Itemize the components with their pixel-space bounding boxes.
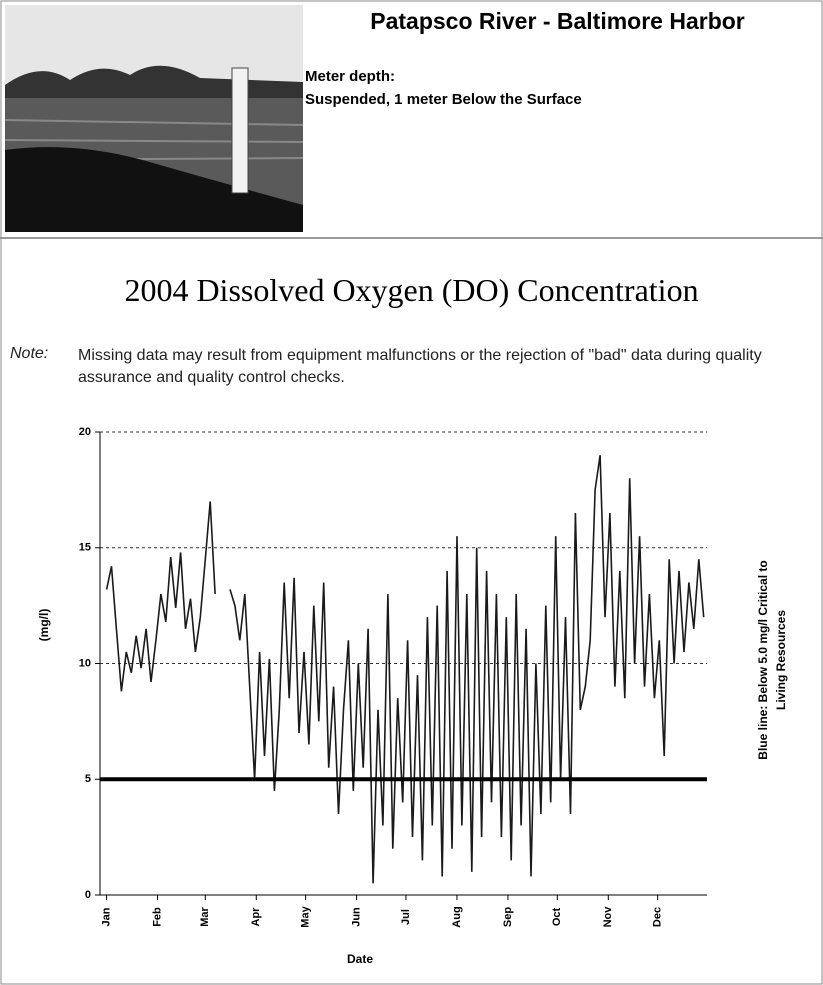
- x-tick-label: Mar: [199, 907, 211, 927]
- x-tick-label: Dec: [652, 907, 664, 927]
- x-tick-label: Jul: [400, 909, 412, 925]
- y-tick-label: 5: [85, 773, 91, 785]
- threshold-annotation: Blue line: Below 5.0 mg/l Critical to: [756, 560, 770, 759]
- y-axis-label: (mg/l): [37, 609, 51, 642]
- threshold-annotation: Living Resources: [774, 610, 788, 710]
- y-tick-label: 15: [79, 542, 91, 554]
- x-axis-label: Date: [347, 952, 373, 966]
- page: Patapsco River - Baltimore Harbor Meter …: [0, 0, 823, 985]
- x-tick-label: Sep: [502, 907, 514, 927]
- x-tick-label: Oct: [551, 907, 563, 926]
- x-tick-label: Apr: [250, 907, 262, 927]
- chart: 0 5 10 15 20 Jan Feb Mar Apr May Jun Jul Aug Sep Oct No…: [0, 0, 823, 985]
- y-tick-label: 20: [79, 426, 91, 438]
- y-tick-label: 10: [79, 657, 91, 669]
- x-tick-label: Aug: [451, 906, 463, 927]
- x-tick-label: Jan: [100, 907, 112, 926]
- x-tick-label: Jun: [351, 907, 363, 927]
- do-line: [107, 455, 704, 883]
- x-tick-label: Nov: [602, 906, 614, 928]
- x-tick-label: May: [300, 905, 312, 927]
- y-tick-label: 0: [85, 889, 91, 901]
- x-tick-label: Feb: [151, 907, 163, 927]
